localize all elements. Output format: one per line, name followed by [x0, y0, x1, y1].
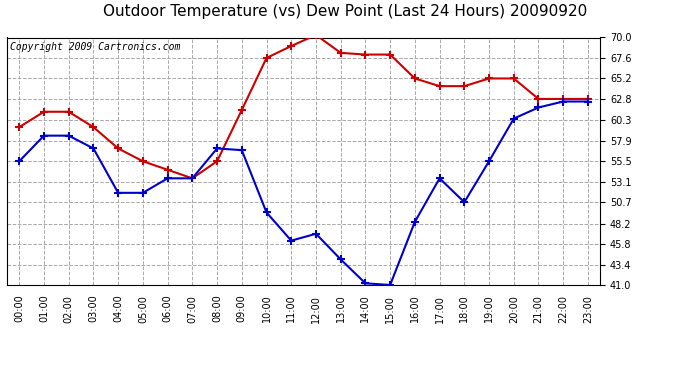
- Text: Copyright 2009 Cartronics.com: Copyright 2009 Cartronics.com: [10, 42, 180, 52]
- Text: Outdoor Temperature (vs) Dew Point (Last 24 Hours) 20090920: Outdoor Temperature (vs) Dew Point (Last…: [103, 4, 587, 19]
